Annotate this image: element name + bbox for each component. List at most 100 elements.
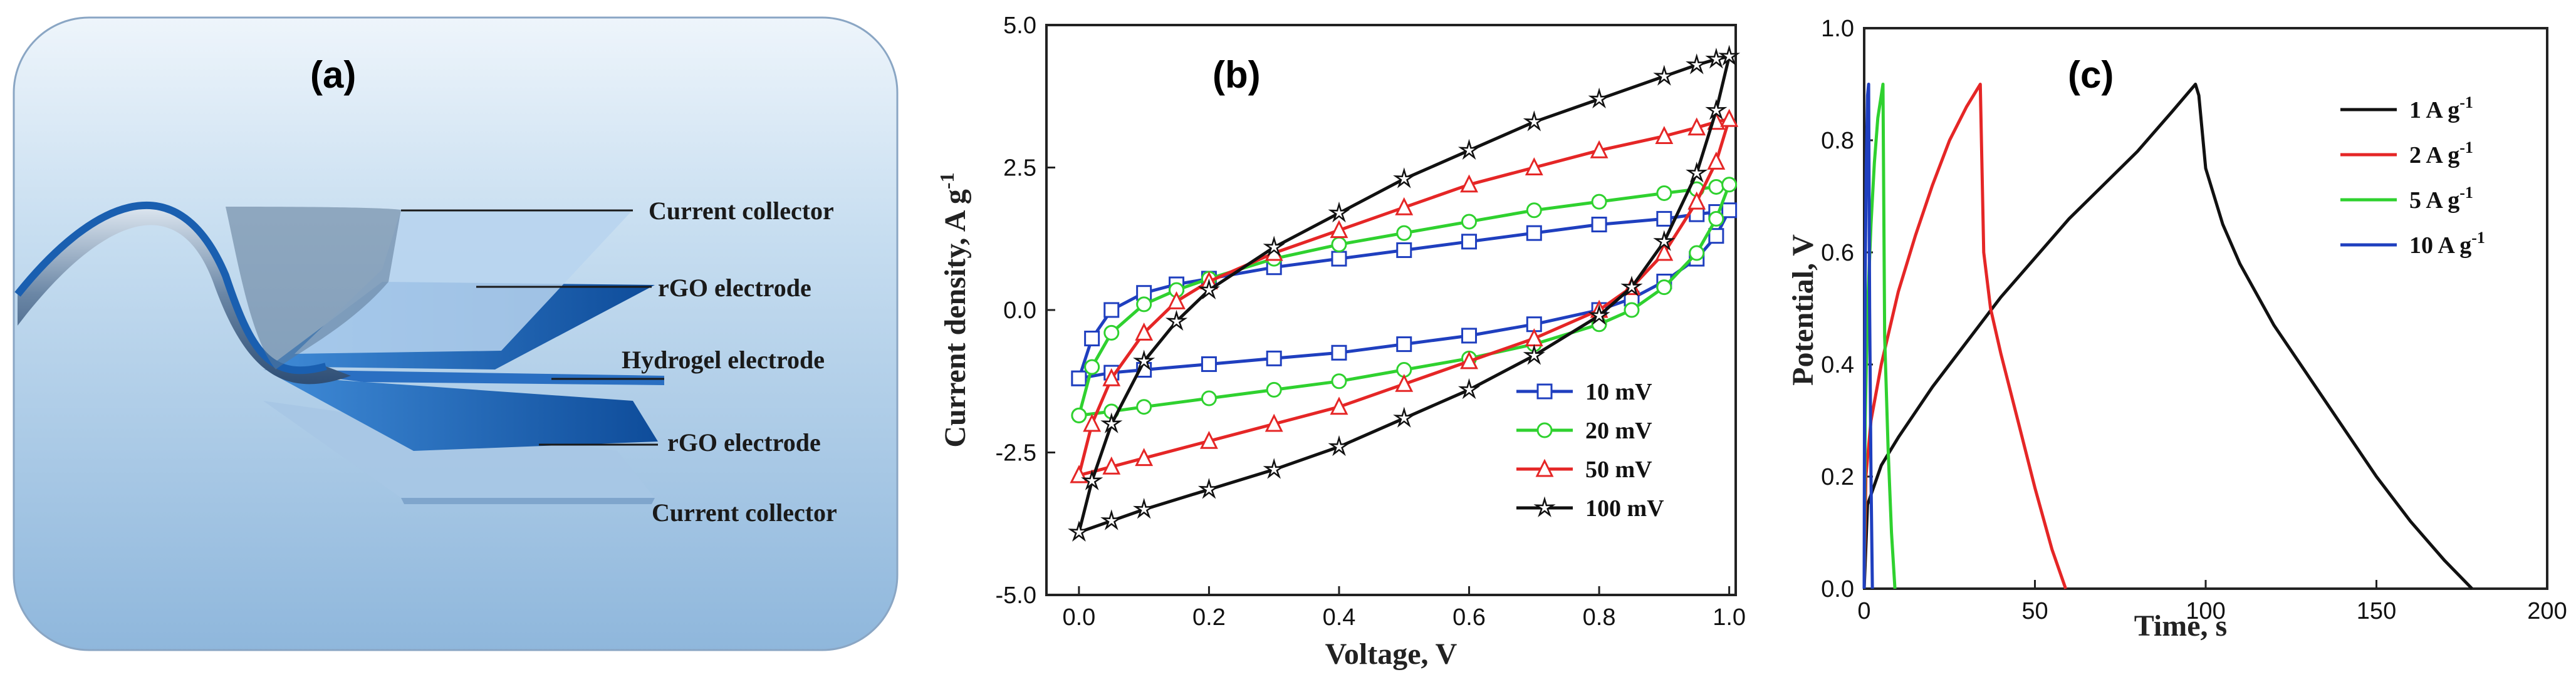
panel-c-label: (c) bbox=[2068, 54, 2114, 96]
panel-b-label: (b) bbox=[1212, 54, 1261, 96]
data-point bbox=[1132, 349, 1155, 371]
x-tick-label: 100 bbox=[2186, 598, 2225, 624]
y-tick-label: 0.6 bbox=[1821, 240, 1854, 266]
data-point bbox=[1081, 469, 1103, 490]
legend-label-sup: -1 bbox=[2459, 93, 2473, 111]
data-point bbox=[1687, 117, 1706, 136]
legend-label-text: 1 A g bbox=[2409, 97, 2459, 123]
data-point bbox=[1393, 406, 1416, 428]
data-point bbox=[1718, 44, 1741, 66]
panel-b-x-axis-label: Voltage, V bbox=[1325, 638, 1457, 671]
panel-b-series bbox=[1068, 44, 1741, 542]
legend-label-1: 20 mV bbox=[1585, 418, 1652, 444]
panel-c-y-axis-label: Potential, V bbox=[1786, 234, 1820, 386]
data-point bbox=[1523, 344, 1545, 365]
legend-label-text: 5 A g bbox=[2409, 187, 2459, 214]
y-tick-label: 1.0 bbox=[1821, 16, 1854, 42]
x-tick-label: 150 bbox=[2357, 598, 2396, 624]
y-tick-label: 0.8 bbox=[1821, 128, 1854, 154]
legend-label-3: 10 A g-1 bbox=[2409, 229, 2485, 259]
data-point bbox=[1071, 407, 1087, 423]
series-line-1 bbox=[1862, 83, 2067, 589]
legend-label-text: 100 mV bbox=[1585, 495, 1664, 522]
data-point bbox=[1200, 430, 1218, 449]
panel-b-chart: (b) 0.0 0.2 0.4 0.6 0.8 1.0-5.0-2.50.02.55.0 … bbox=[936, 13, 1746, 671]
panel-a: (a) Current collector rGO electrode Hydr… bbox=[13, 16, 899, 651]
bottom-current-collector-edge bbox=[401, 498, 655, 504]
y-tick-label: -2.5 bbox=[996, 440, 1036, 467]
data-point bbox=[1655, 242, 1674, 261]
data-point bbox=[1461, 328, 1478, 344]
data-point bbox=[1330, 220, 1348, 239]
data-point bbox=[1136, 399, 1152, 415]
hydrogel-layer bbox=[263, 369, 664, 385]
data-point bbox=[1656, 210, 1672, 227]
data-point bbox=[1330, 396, 1348, 415]
data-point bbox=[1084, 331, 1100, 346]
data-point bbox=[1686, 162, 1708, 183]
data-point bbox=[1100, 412, 1123, 433]
data-point bbox=[1591, 194, 1607, 210]
data-point bbox=[1102, 368, 1121, 386]
data-point bbox=[1102, 456, 1121, 475]
bottom-rgo-electrode bbox=[276, 376, 658, 451]
y-tick-label: -5.0 bbox=[996, 582, 1036, 609]
x-tick-label: 0.2 bbox=[1192, 604, 1226, 631]
data-point bbox=[1656, 185, 1672, 201]
legend-label-3: 100 mV bbox=[1585, 495, 1664, 522]
data-point bbox=[1201, 356, 1217, 372]
data-point bbox=[1707, 152, 1726, 170]
x-tick-label: 0.0 bbox=[1062, 604, 1095, 631]
panel-b-axes: 0.0 0.2 0.4 0.6 0.8 1.0 -5.0 -2.5 0.0 2.5 5.0 bbox=[996, 13, 1746, 631]
data-point bbox=[1331, 251, 1347, 267]
data-point bbox=[1526, 225, 1542, 241]
legend-label-text: 2 A g bbox=[2409, 142, 2459, 168]
legend-label-0: 1 A g-1 bbox=[2409, 93, 2473, 123]
data-point bbox=[1266, 381, 1282, 398]
data-point bbox=[1395, 197, 1414, 215]
data-point bbox=[1656, 279, 1672, 296]
data-point bbox=[1457, 378, 1481, 400]
legend-marker-0 bbox=[1536, 383, 1553, 400]
data-point bbox=[1653, 230, 1676, 251]
layer-label-current-collector-bottom: Current collector bbox=[652, 499, 837, 527]
data-point bbox=[1396, 242, 1412, 258]
data-point bbox=[1523, 110, 1545, 132]
data-point bbox=[1165, 309, 1188, 331]
y-tick-label: 0.4 bbox=[1821, 352, 1854, 378]
data-point bbox=[1590, 140, 1609, 158]
data-point bbox=[1263, 458, 1285, 479]
data-point bbox=[1588, 304, 1610, 326]
y-tick-label: 0.0 bbox=[1003, 297, 1036, 324]
data-point bbox=[1620, 276, 1643, 297]
data-point bbox=[1720, 108, 1739, 127]
data-point bbox=[1135, 448, 1154, 467]
x-tick-label: 1.0 bbox=[1713, 604, 1746, 631]
data-point bbox=[1687, 191, 1706, 210]
data-point bbox=[1197, 478, 1220, 499]
data-point bbox=[1331, 373, 1347, 390]
legend-label-0: 10 mV bbox=[1585, 379, 1652, 405]
y-tick-label: 0.2 bbox=[1821, 464, 1854, 490]
data-point bbox=[1132, 498, 1155, 519]
data-point bbox=[1263, 235, 1285, 257]
x-tick-label: 200 bbox=[2527, 598, 2567, 624]
series-line-0 bbox=[1862, 83, 2473, 590]
data-point bbox=[1461, 214, 1478, 230]
data-point bbox=[1708, 178, 1724, 195]
legend-label-text: 10 A g bbox=[2409, 232, 2471, 259]
legend-label-2: 50 mV bbox=[1585, 457, 1652, 483]
legend-label-sup: -1 bbox=[2459, 183, 2473, 202]
data-point bbox=[1460, 351, 1478, 369]
data-point bbox=[1457, 138, 1481, 160]
data-point bbox=[1526, 202, 1542, 219]
y-tick-label: 2.5 bbox=[1003, 155, 1036, 182]
legend-label-sup: -1 bbox=[2459, 138, 2473, 157]
x-tick-label: 50 bbox=[2021, 598, 2048, 624]
wave-film-shadow bbox=[226, 207, 401, 369]
data-point bbox=[1331, 344, 1347, 361]
legend-label-text: 50 mV bbox=[1585, 457, 1652, 483]
legend-label-sup: -1 bbox=[2471, 229, 2485, 247]
data-point bbox=[1135, 323, 1154, 341]
